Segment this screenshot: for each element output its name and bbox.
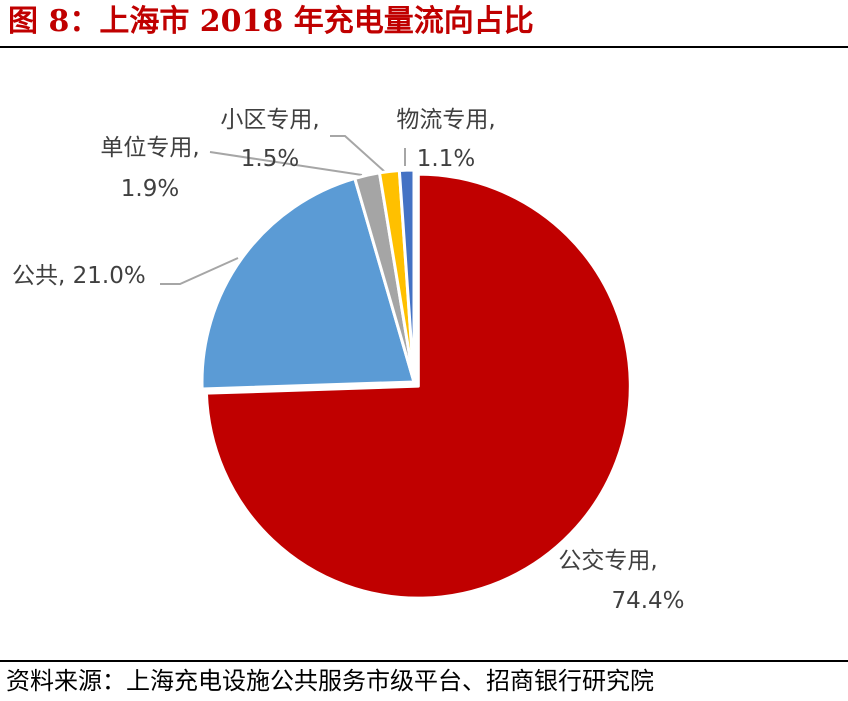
data-labels: 公交专用, 74.4% 公共, 21.0% 单位专用, 1.9% 小区专用, 1.5% 物流专… [12,107,685,614]
title-rule [0,46,848,48]
slice-name-label-residential: 小区专用, [220,107,319,133]
slice-name-label-bus: 公交专用, [558,548,657,574]
slice-value-label-bus: 74.4% [611,588,684,614]
pie-slice-logistics [397,168,416,384]
source-rule [0,660,848,662]
leader-line-public [160,257,239,285]
leader-line-unit [209,151,363,176]
pie-slice-bus [204,172,632,600]
slice-name-label-logistics: 物流专用, [396,107,495,133]
slice-value-label-unit: 1.9% [121,176,179,202]
slice-label-public: 公共, 21.0% [12,263,146,289]
figure-source: 资料来源：上海充电设施公共服务市级平台、招商银行研究院 [6,667,654,695]
pie-slice-public [200,176,416,391]
slice-value-label-logistics: 1.1% [417,146,475,172]
figure-title: 图 8：上海市 2018 年充电量流向占比 [8,4,534,39]
slice-name-label-unit: 单位专用, [100,135,199,161]
leader-line-residential [330,135,386,173]
leader-lines [160,135,406,285]
slice-value-label-residential: 1.5% [241,146,299,172]
pie-slices [200,168,632,600]
